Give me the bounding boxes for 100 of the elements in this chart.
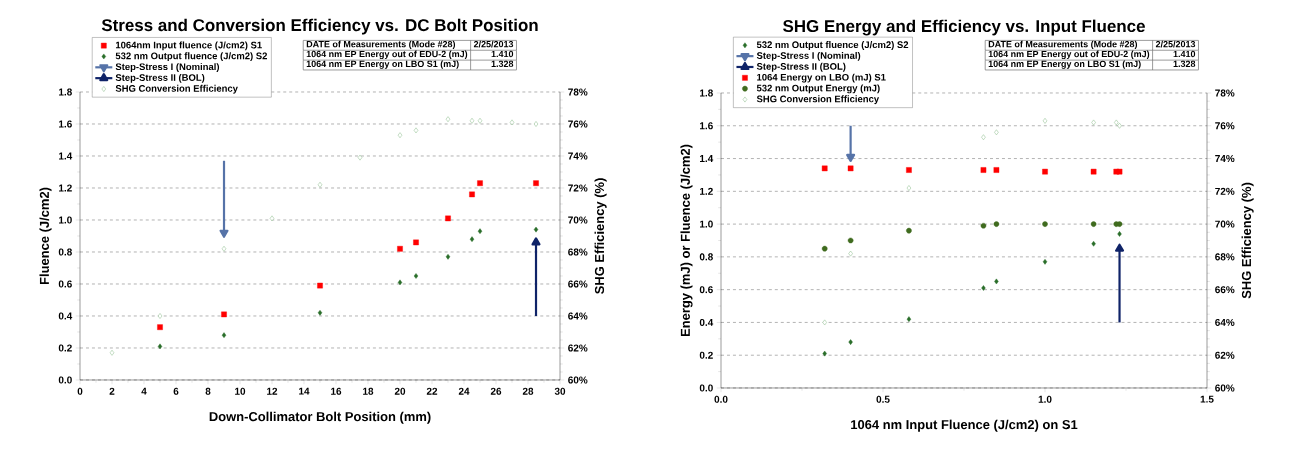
point	[1042, 118, 1048, 124]
text: 1064 nm EP Energy on LBO S1 (mJ)	[306, 60, 459, 69]
point	[847, 237, 854, 244]
y-tick-label: 0.2	[699, 351, 713, 359]
chart-title: Stress and Conversion Efficiency vs. DC Bolt Position	[101, 18, 538, 35]
y-tick-label: 1.0	[700, 220, 713, 228]
point	[397, 246, 403, 252]
point	[533, 121, 539, 127]
x-tick-label: 22	[426, 387, 438, 395]
point	[413, 127, 419, 134]
point	[157, 324, 163, 330]
x-tick-label: 6	[173, 387, 179, 395]
point	[994, 129, 999, 136]
point	[397, 279, 403, 286]
y-tick-label: 0.6	[58, 280, 72, 288]
point	[477, 228, 483, 234]
point	[980, 222, 987, 229]
y-tick-label: 1.6	[700, 122, 713, 130]
legend-label: 532 nm Output fluence (J/cm2) S2	[756, 41, 909, 50]
x-tick-label: 28	[522, 387, 534, 395]
x-tick-label: 0.0	[714, 395, 728, 403]
y2-tick-label: 78%	[568, 88, 588, 96]
point	[981, 134, 986, 141]
point	[821, 165, 828, 172]
text: 2/25/2013	[1155, 40, 1196, 48]
point	[469, 117, 475, 124]
point	[445, 215, 451, 222]
y2-tick-label: 72%	[568, 184, 588, 192]
legend-label: Step-Stress II (BOL)	[115, 73, 205, 83]
legend-label: 532 nm Output Energy (mJ)	[756, 84, 880, 94]
y2-tick-label: 64%	[568, 312, 588, 320]
point	[906, 185, 912, 191]
point	[1042, 168, 1048, 175]
text: 1.410	[1173, 50, 1196, 58]
x-axis-title: Down-Collimator Bolt Position (mm)	[209, 411, 431, 424]
point	[445, 116, 451, 122]
y2-tick-label: 78%	[1215, 89, 1235, 97]
y-tick-label: 0.2	[58, 344, 72, 352]
chart-title: SHG Energy and Efficiency vs. Input Fluence	[783, 19, 1145, 36]
y2-tick-label: 66%	[1215, 286, 1235, 294]
x-tick-label: 16	[331, 387, 342, 395]
point	[980, 167, 987, 173]
y2-tick-label: 60%	[1215, 384, 1235, 392]
text: 1.328	[1173, 60, 1196, 68]
y-tick-label: 1.0	[59, 216, 72, 224]
legend-label: 1064nm Input fluence (J/cm2) S1	[115, 41, 262, 51]
point	[477, 117, 483, 124]
text: 1064 nm EP Energy out of EDU-2 (mJ)	[988, 50, 1150, 59]
point	[221, 311, 227, 318]
point	[317, 310, 323, 316]
text: 1.410	[491, 50, 514, 58]
point	[477, 180, 483, 186]
point	[469, 236, 475, 242]
y2-axis-title: SHG Efficiency (%)	[1241, 182, 1254, 299]
y2-tick-label: 62%	[568, 344, 588, 352]
point	[906, 227, 912, 234]
y2-tick-label: 74%	[1215, 155, 1235, 163]
point	[221, 332, 227, 338]
text: DATE of Measurements (Mode #28)	[988, 40, 1138, 50]
x-tick-label: 4	[141, 387, 147, 395]
y-tick-label: 0.6	[699, 286, 713, 294]
y2-tick-label: 62%	[1215, 351, 1235, 359]
x-tick-label: 0.5	[876, 395, 890, 403]
y-tick-label: 1.4	[700, 155, 714, 162]
x-tick-label: 30	[554, 387, 566, 395]
point	[906, 316, 912, 322]
y2-tick-label: 64%	[1215, 318, 1235, 326]
x-tick-label: 18	[363, 387, 374, 395]
x-tick-label: 26	[490, 387, 502, 395]
x-tick-label: 8	[205, 387, 211, 395]
point	[906, 167, 912, 173]
point	[981, 285, 986, 291]
y2-tick-label: 70%	[568, 216, 588, 224]
y-tick-label: 0.8	[58, 248, 72, 256]
y-tick-label: 1.6	[59, 120, 72, 128]
point	[317, 282, 323, 289]
legend-label: 532 nm Output fluence (J/cm2) S2	[115, 52, 268, 62]
point	[509, 119, 515, 126]
y2-tick-label: 68%	[1215, 253, 1235, 261]
y2-tick-label: 76%	[1215, 122, 1235, 130]
point	[993, 221, 1000, 227]
y2-tick-label: 68%	[568, 248, 588, 256]
text: 2/25/2013	[473, 40, 514, 48]
x-tick-label: 0	[77, 387, 83, 395]
point	[1042, 221, 1048, 227]
point	[822, 319, 827, 326]
point	[269, 215, 275, 222]
text: 1064 nm EP Energy out of EDU-2 (mJ)	[306, 50, 468, 59]
y-axis-title: Energy (mJ) or Fluence (J/cm2)	[680, 144, 693, 337]
x-tick-label: 2	[109, 387, 115, 395]
point	[822, 350, 827, 357]
legend-label: 1064 Energy on LBO (mJ) S1	[757, 73, 886, 83]
legend-label: SHG Conversion Efficiency	[756, 95, 880, 105]
y2-tick-label: 74%	[568, 152, 588, 160]
point	[533, 180, 539, 186]
y-tick-label: 1.2	[59, 184, 72, 192]
point	[1091, 119, 1096, 126]
point	[469, 191, 475, 198]
y2-tick-label: 66%	[568, 280, 588, 288]
y-tick-label: 1.2	[700, 187, 713, 195]
